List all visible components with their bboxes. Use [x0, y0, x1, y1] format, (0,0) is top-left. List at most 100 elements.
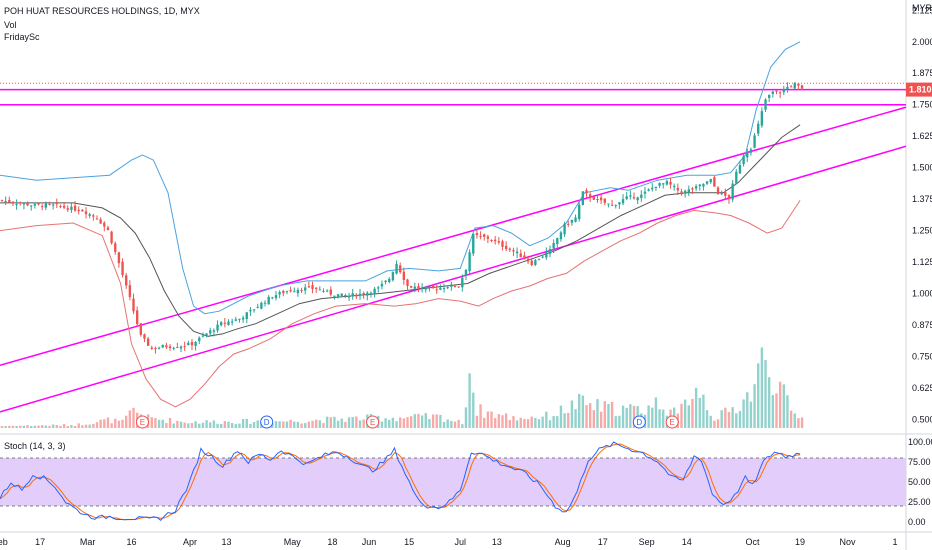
volume-bar: [110, 423, 113, 428]
volume-bar: [629, 404, 632, 428]
volume-bar: [764, 359, 767, 428]
volume-bar: [362, 419, 365, 428]
candle-body: [669, 181, 672, 185]
candle-body: [201, 335, 205, 337]
candle-body: [44, 203, 48, 208]
volume-bar: [384, 418, 387, 428]
volume-bar: [749, 401, 753, 428]
volume-bar: [468, 373, 471, 428]
price-tick-label: 2.125: [912, 5, 932, 15]
candle-body: [263, 302, 267, 304]
candle-body: [296, 289, 300, 294]
candle-body: [187, 342, 190, 346]
volume-bar: [198, 423, 201, 428]
volume-bar: [431, 414, 435, 428]
candle-body: [654, 186, 658, 188]
candle-body: [318, 289, 322, 291]
candle-body: [797, 83, 800, 86]
volume-bar: [62, 424, 66, 428]
candle-body: [607, 203, 610, 205]
volume-bar: [753, 384, 756, 428]
candle-body: [81, 209, 84, 212]
volume-bar: [347, 417, 351, 428]
volume-bar: [278, 421, 281, 428]
candle-body: [800, 85, 804, 89]
candle-body: [8, 199, 11, 203]
stoch-label: Stoch (14, 3, 3): [4, 441, 66, 451]
volume-bar: [435, 414, 438, 428]
volume-bar: [757, 363, 760, 428]
volume-bar: [201, 422, 205, 428]
volume-bar: [249, 423, 252, 428]
candle-body: [793, 83, 796, 89]
volume-bar: [99, 419, 102, 428]
candle-body: [610, 204, 614, 206]
volume-bar: [388, 419, 391, 428]
candle-body: [629, 195, 632, 197]
volume-bar: [194, 421, 197, 428]
candle-body: [764, 99, 767, 110]
candle-body: [504, 245, 508, 250]
candle-body: [355, 294, 358, 297]
volume-bar: [417, 413, 420, 428]
volume-bar: [607, 403, 610, 428]
volume-bar: [793, 413, 796, 428]
volume-bar: [501, 415, 504, 428]
stoch-tick-label: 50.00: [908, 477, 931, 487]
candle-body: [618, 202, 621, 205]
candle-body: [453, 285, 457, 287]
candle-body: [523, 255, 526, 260]
candle-body: [636, 197, 639, 201]
candle-body: [406, 279, 409, 286]
volume-bar: [789, 410, 793, 428]
candle-body: [782, 89, 785, 93]
candle-body: [62, 205, 66, 208]
candle-body: [680, 191, 683, 195]
candle-body: [285, 291, 289, 293]
candle-body: [369, 292, 373, 294]
volume-bar: [483, 417, 486, 428]
bb-middle-line: [0, 124, 801, 337]
time-tick-label: Aug: [555, 537, 571, 547]
bb-lower-line: [0, 200, 801, 408]
volume-bar: [205, 420, 208, 428]
volume-bar: [26, 425, 29, 428]
candle-body: [146, 338, 150, 346]
candle-body: [99, 219, 102, 224]
volume-bar: [358, 420, 362, 428]
candle-body: [311, 285, 314, 289]
volume-label: Vol: [4, 20, 17, 30]
candle-body: [256, 306, 259, 308]
time-tick-label: 14: [682, 537, 692, 547]
time-tick-label: 15: [404, 537, 414, 547]
volume-bar: [680, 403, 683, 428]
volume-bar: [716, 419, 720, 428]
candle-body: [632, 197, 636, 199]
event-marker: [135, 415, 149, 429]
candle-body: [585, 190, 588, 194]
volume-bar: [48, 425, 51, 428]
volume-bar: [662, 409, 665, 428]
volume-bar: [128, 410, 132, 428]
candle-body: [435, 289, 438, 291]
candle-body: [625, 196, 628, 199]
volume-bar: [70, 425, 73, 428]
volume-bar: [176, 420, 179, 428]
candle-body: [442, 288, 446, 290]
candle-body: [95, 218, 99, 220]
candlesticks: [0, 81, 804, 354]
volume-bar: [610, 402, 614, 428]
candle-body: [274, 295, 278, 299]
candle-body: [402, 271, 406, 281]
price-tick-label: 1.625: [912, 131, 932, 141]
candle-body: [567, 223, 570, 225]
candle-body: [687, 189, 690, 193]
candle-body: [709, 178, 712, 183]
volume-bar: [318, 420, 322, 428]
candle-body: [603, 198, 606, 203]
volume-bar: [632, 405, 636, 428]
candle-body: [388, 278, 391, 283]
volume-bar: [132, 407, 135, 428]
candle-body: [168, 346, 172, 349]
